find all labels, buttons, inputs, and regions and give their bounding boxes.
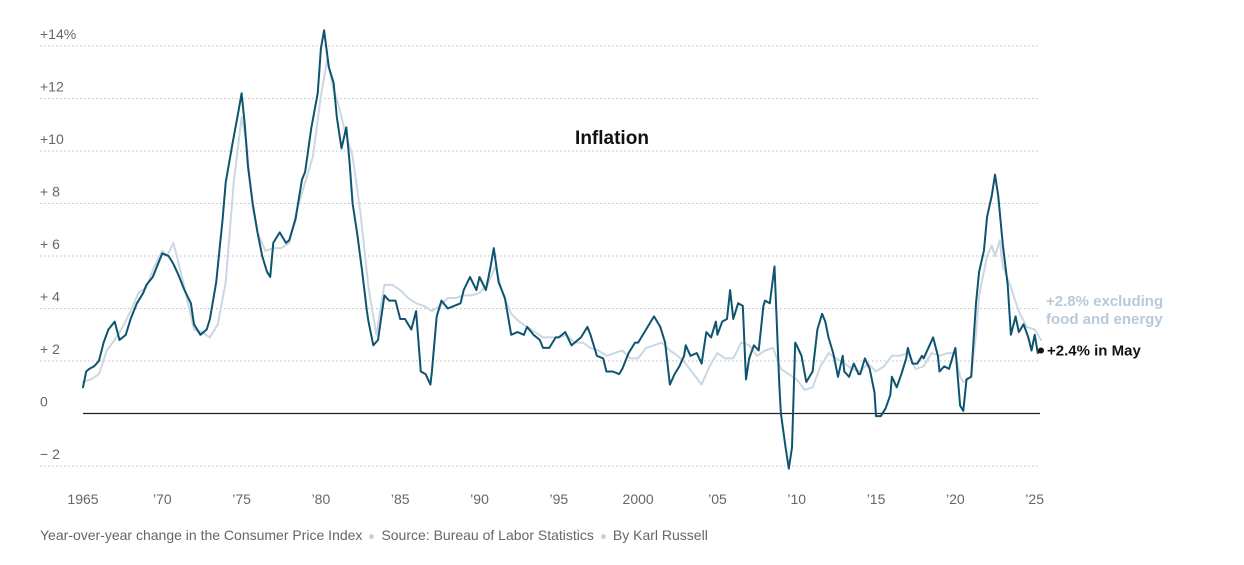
core-cpi-line	[82, 58, 1042, 391]
y-tick-label: + 2	[40, 341, 60, 357]
gridlines	[40, 45, 1040, 467]
series-lines	[82, 29, 1042, 470]
footer-description: Year-over-year change in the Consumer Pr…	[40, 527, 363, 543]
cpi-line	[82, 29, 1042, 470]
x-tick-label: ’05	[708, 491, 727, 507]
core-cpi-end-label: +2.8% excluding	[1046, 293, 1163, 310]
x-tick-label: ’80	[312, 491, 331, 507]
core-cpi-end-label: food and energy	[1046, 311, 1163, 328]
y-tick-label: +14%	[40, 26, 76, 42]
y-axis-ticks: +14% +12 +10 + 8 + 6 + 4 + 2 0 − 2	[40, 26, 76, 462]
footer-source: Source: Bureau of Labor Statistics	[381, 527, 594, 543]
x-tick-label: 1965	[67, 491, 98, 507]
x-tick-label: ’75	[232, 491, 251, 507]
chart-title: Inflation	[575, 128, 649, 149]
x-tick-label: ’10	[787, 491, 806, 507]
y-tick-label: 0	[40, 394, 48, 410]
y-tick-label: +12	[40, 79, 64, 95]
footer-byline: By Karl Russell	[612, 527, 708, 543]
x-tick-label: ’20	[946, 491, 965, 507]
x-tick-label: ’70	[153, 491, 172, 507]
footer-separator	[600, 533, 606, 539]
x-tick-label: ’95	[549, 491, 568, 507]
cpi-end-label: +2.4% in May	[1047, 343, 1141, 360]
y-tick-label: − 2	[40, 446, 60, 462]
y-tick-label: + 6	[40, 236, 60, 252]
x-tick-label: ’25	[1025, 491, 1044, 507]
x-axis-ticks: 1965 ’70 ’75 ’80 ’85 ’90 ’95 2000 ’05 ’10 ’15 ’20 ’2…	[67, 491, 1044, 507]
x-tick-label: ’85	[391, 491, 410, 507]
y-tick-label: + 8	[40, 184, 60, 200]
cpi-endpoint-marker	[1038, 347, 1044, 354]
footer-separator	[369, 533, 375, 539]
x-tick-label: 2000	[623, 491, 654, 507]
x-tick-label: ’90	[470, 491, 489, 507]
x-tick-label: ’15	[867, 491, 886, 507]
y-tick-label: + 4	[40, 289, 60, 305]
chart-footer: Year-over-year change in the Consumer Pr…	[40, 527, 708, 543]
y-tick-label: +10	[40, 131, 64, 147]
